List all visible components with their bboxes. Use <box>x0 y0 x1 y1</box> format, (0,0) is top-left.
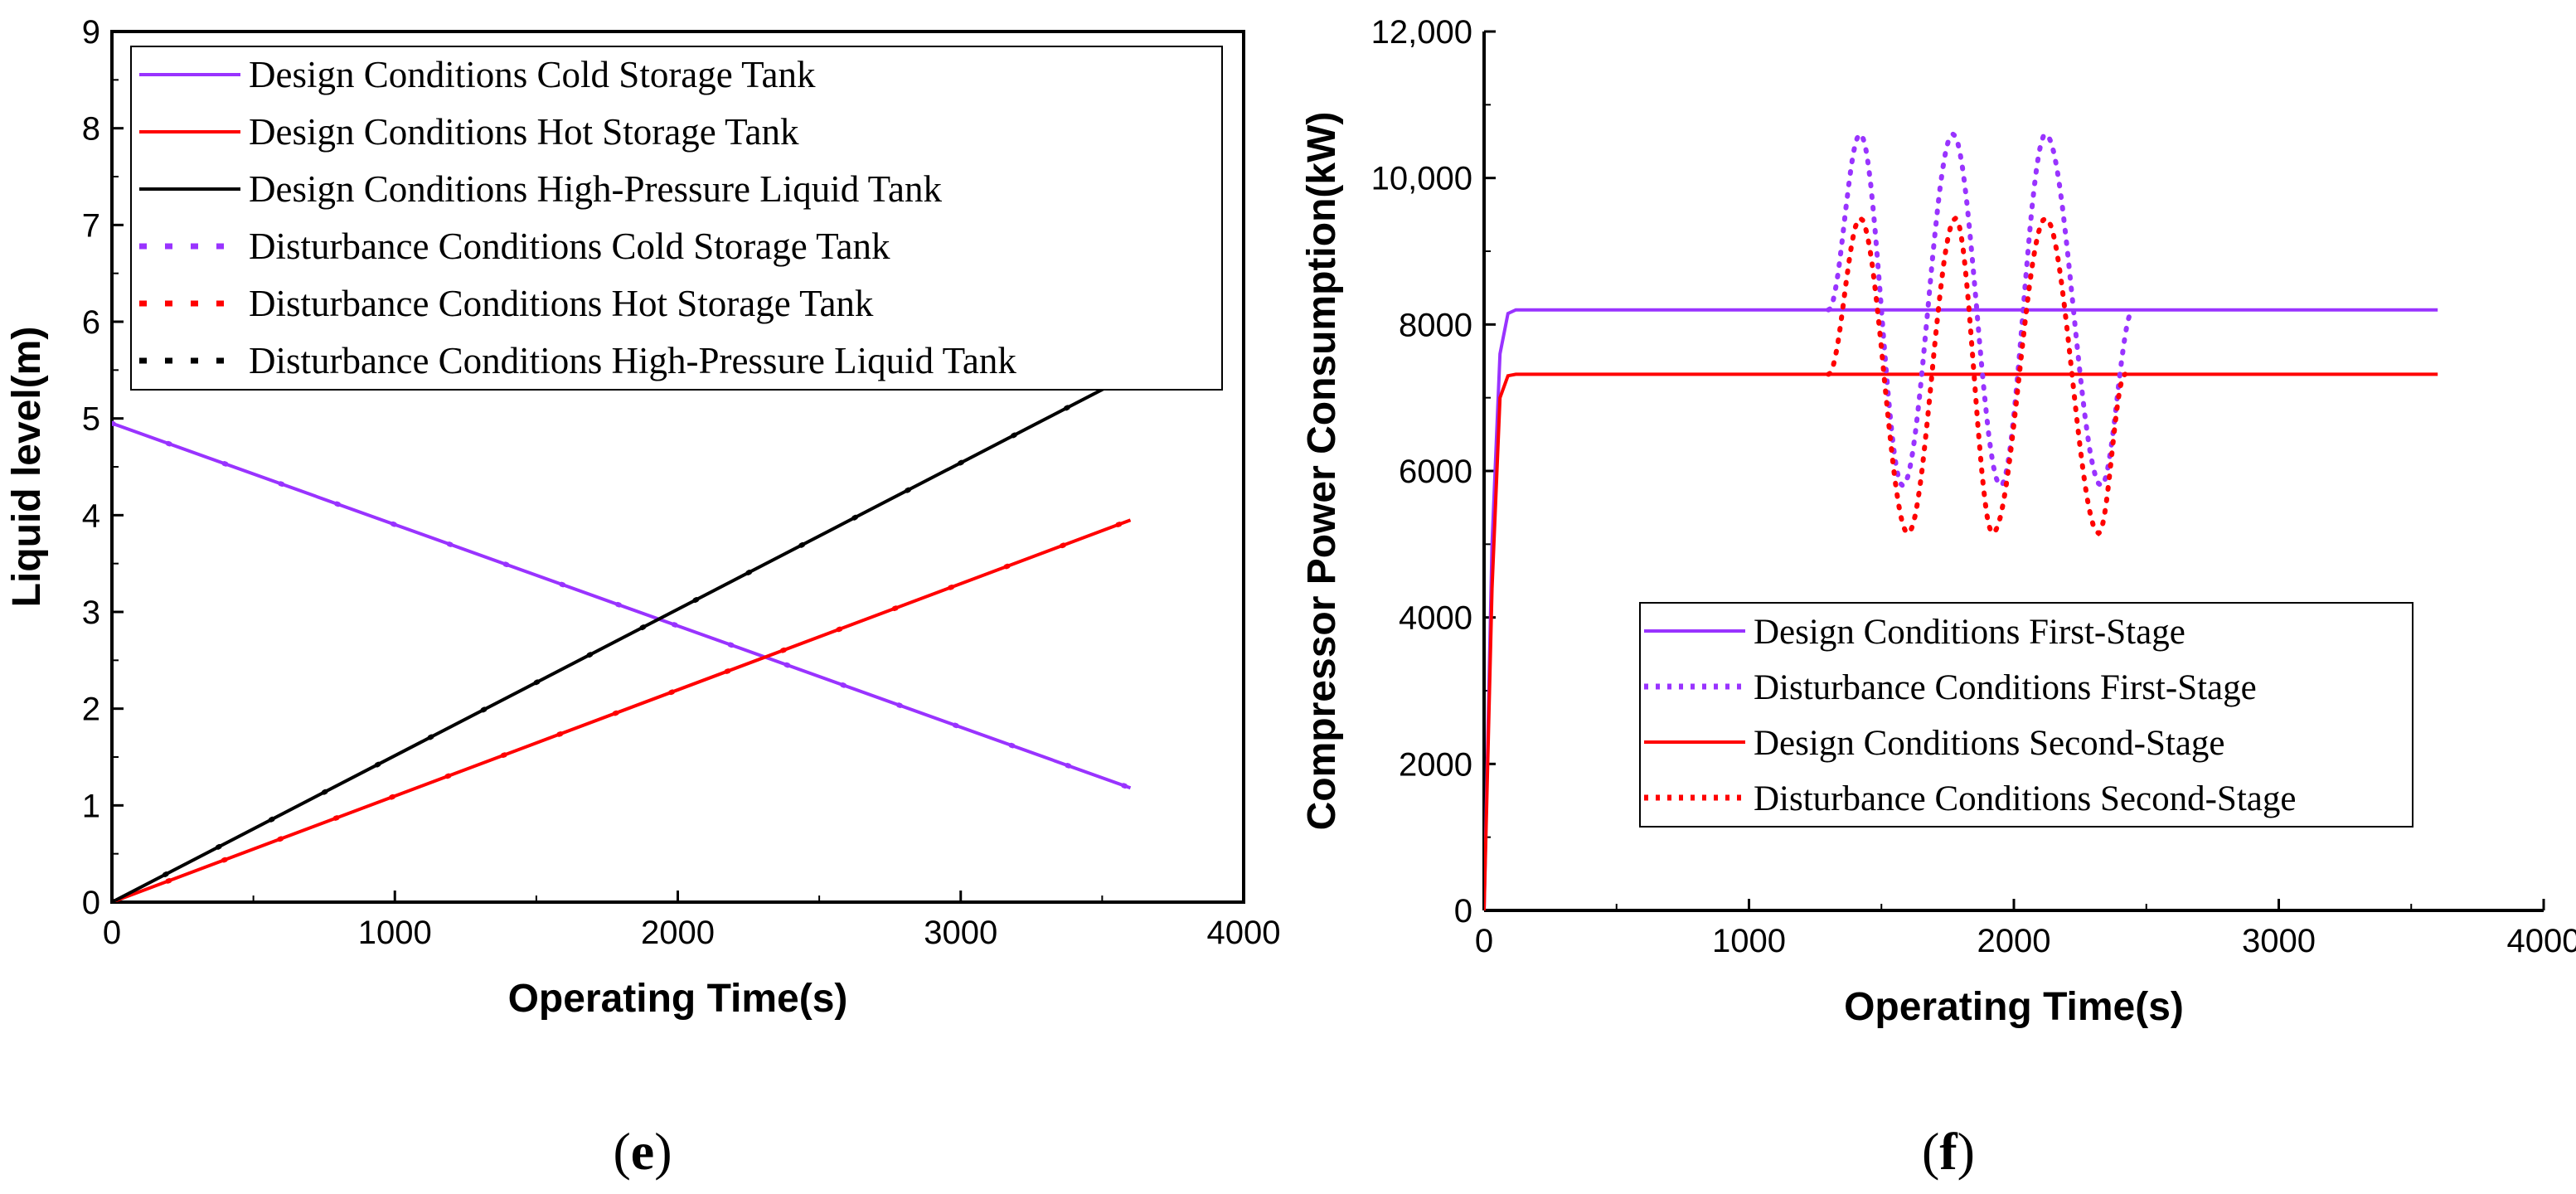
legend-label: Design Conditions First-Stage <box>1754 613 2185 652</box>
y-tick-label: 8000 <box>1399 307 1472 343</box>
y-tick-label: 7 <box>82 207 100 244</box>
legend-label: Disturbance Conditions High-Pressure Liq… <box>249 340 1016 381</box>
x-tick-label: 0 <box>103 915 121 951</box>
legend-label: Disturbance Conditions Cold Storage Tank <box>249 226 890 267</box>
legend-label: Disturbance Conditions Second-Stage <box>1754 779 2296 818</box>
series-line-2 <box>1826 130 2136 489</box>
x-tick-label: 2000 <box>1977 923 2051 959</box>
legend-box <box>1639 602 2413 828</box>
x-tick-label: 4000 <box>1207 915 1281 951</box>
x-tick-label: 4000 <box>2507 923 2576 959</box>
x-tick-label: 1000 <box>1712 923 1786 959</box>
y-tick-label: 2 <box>82 692 100 728</box>
legend-label: Disturbance Conditions First-Stage <box>1754 668 2257 707</box>
y-tick-label: 0 <box>82 885 100 921</box>
y-tick-label: 6 <box>82 304 100 341</box>
y-tick-label: 3 <box>82 595 100 631</box>
x-tick-label: 3000 <box>2242 923 2316 959</box>
legend-label: Design Conditions High-Pressure Liquid T… <box>249 168 942 210</box>
y-axis-title: Compressor Power Consumption(kW) <box>1300 112 1344 831</box>
x-tick-label: 1000 <box>358 915 432 951</box>
series-line-3 <box>1484 372 2438 910</box>
y-tick-label: 5 <box>82 401 100 438</box>
legend-label: Design Conditions Cold Storage Tank <box>249 54 816 95</box>
legend-box <box>130 46 1223 391</box>
y-tick-label: 9 <box>82 14 100 51</box>
series-group <box>1484 130 2438 910</box>
y-tick-label: 6000 <box>1399 454 1472 490</box>
series-line-3 <box>112 373 1132 902</box>
legend-label: Design Conditions Second-Stage <box>1754 724 2225 763</box>
series-line-5 <box>112 517 1133 902</box>
y-tick-label: 10,000 <box>1371 161 1472 197</box>
y-tick-label: 12,000 <box>1371 14 1472 51</box>
series-line-4 <box>1826 215 2128 537</box>
x-tick-label: 0 <box>1475 923 1493 959</box>
y-tick-label: 0 <box>1454 893 1472 929</box>
series-group <box>112 372 1133 902</box>
legend-label: Disturbance Conditions Hot Storage Tank <box>249 283 874 324</box>
x-tick-label: 2000 <box>641 915 715 951</box>
panel-caption-letter: e <box>631 1122 654 1181</box>
y-tick-label: 8 <box>82 111 100 148</box>
panel-e: 0 1000 2000 3000 4000 0 1 2 3 4 5 6 7 8 9 Operating Tim… <box>5 14 1280 1181</box>
series-line-4 <box>112 420 1133 791</box>
y-tick-label: 4000 <box>1399 600 1472 637</box>
legend: Design Conditions First-Stage Disturbance… <box>1639 602 2413 828</box>
y-tick-label: 4 <box>82 498 100 534</box>
series-line-6 <box>112 372 1133 902</box>
y-tick-label: 1 <box>82 788 100 824</box>
panel-caption: (f) <box>1922 1122 1975 1181</box>
panel-caption-letter: f <box>1939 1122 1957 1181</box>
legend: Design Conditions Cold Storage Tank Desig… <box>130 46 1223 391</box>
panel-f: 0 1000 2000 3000 4000 0 2000 4000 6000 8000 10,000… <box>1300 14 2576 1181</box>
x-tick-label: 3000 <box>924 915 997 951</box>
y-tick-label: 2000 <box>1399 746 1472 783</box>
x-axis-title: Operating Time(s) <box>508 977 848 1021</box>
y-axis-title: Liquid level(m) <box>5 327 49 608</box>
series-line-2 <box>112 518 1132 902</box>
legend-label: Design Conditions Hot Storage Tank <box>249 111 799 153</box>
panel-caption: (e) <box>613 1122 672 1181</box>
x-axis-title: Operating Time(s) <box>1844 985 2184 1029</box>
